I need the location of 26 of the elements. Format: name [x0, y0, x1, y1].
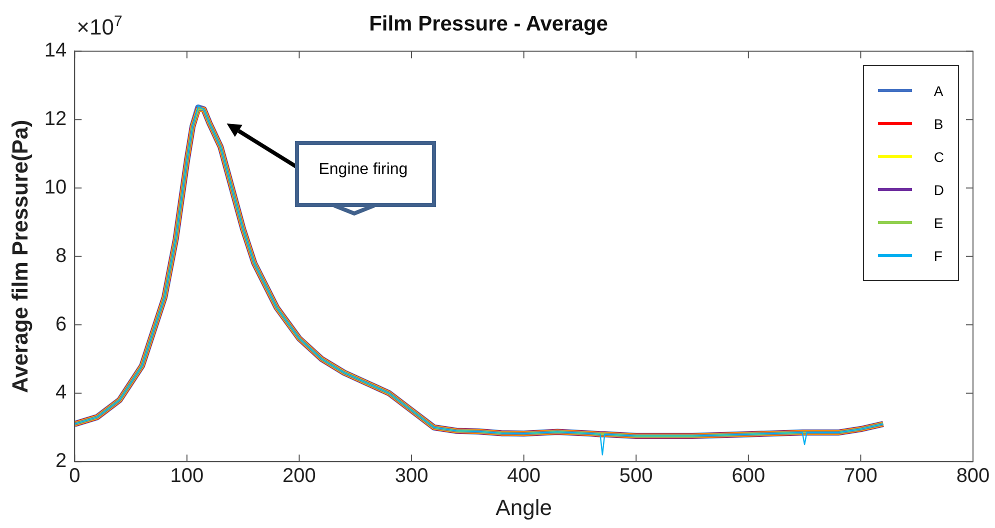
text: ×10$^{7}$ [76, 13, 122, 41]
chart-title: Film Pressure - Average [369, 12, 608, 36]
legend-label: C [934, 148, 944, 165]
y-axis-title: Average film Pressure(Pa) [7, 120, 32, 393]
y-tick-label: 12 [44, 108, 67, 130]
legend-label: A [934, 82, 944, 99]
legend-label: D [934, 182, 944, 198]
legend-label: F [934, 248, 942, 264]
legend-label: E [934, 214, 944, 231]
y-tick-label: 6 [56, 313, 67, 336]
y-tick-label: 10 [44, 176, 67, 199]
legend-label: B [934, 116, 944, 132]
x-tick-label: 500 [619, 465, 653, 488]
y-tick-label: 8 [56, 244, 67, 267]
x-tick-label: 0 [69, 465, 80, 488]
x-tick-label: 700 [844, 465, 878, 488]
x-tick-label: 400 [507, 465, 541, 488]
y-tick-label: 14 [44, 40, 67, 62]
x-tick-label: 100 [170, 465, 204, 488]
x-tick-label: 200 [282, 465, 316, 488]
x-axis-title: Angle [496, 494, 552, 520]
x-tick-label: 300 [394, 465, 428, 488]
y-tick-label: 4 [56, 382, 67, 404]
y-tick-label: 2 [56, 450, 67, 472]
x-tick-label: 600 [732, 465, 766, 488]
x-tick-label: 800 [956, 465, 990, 488]
